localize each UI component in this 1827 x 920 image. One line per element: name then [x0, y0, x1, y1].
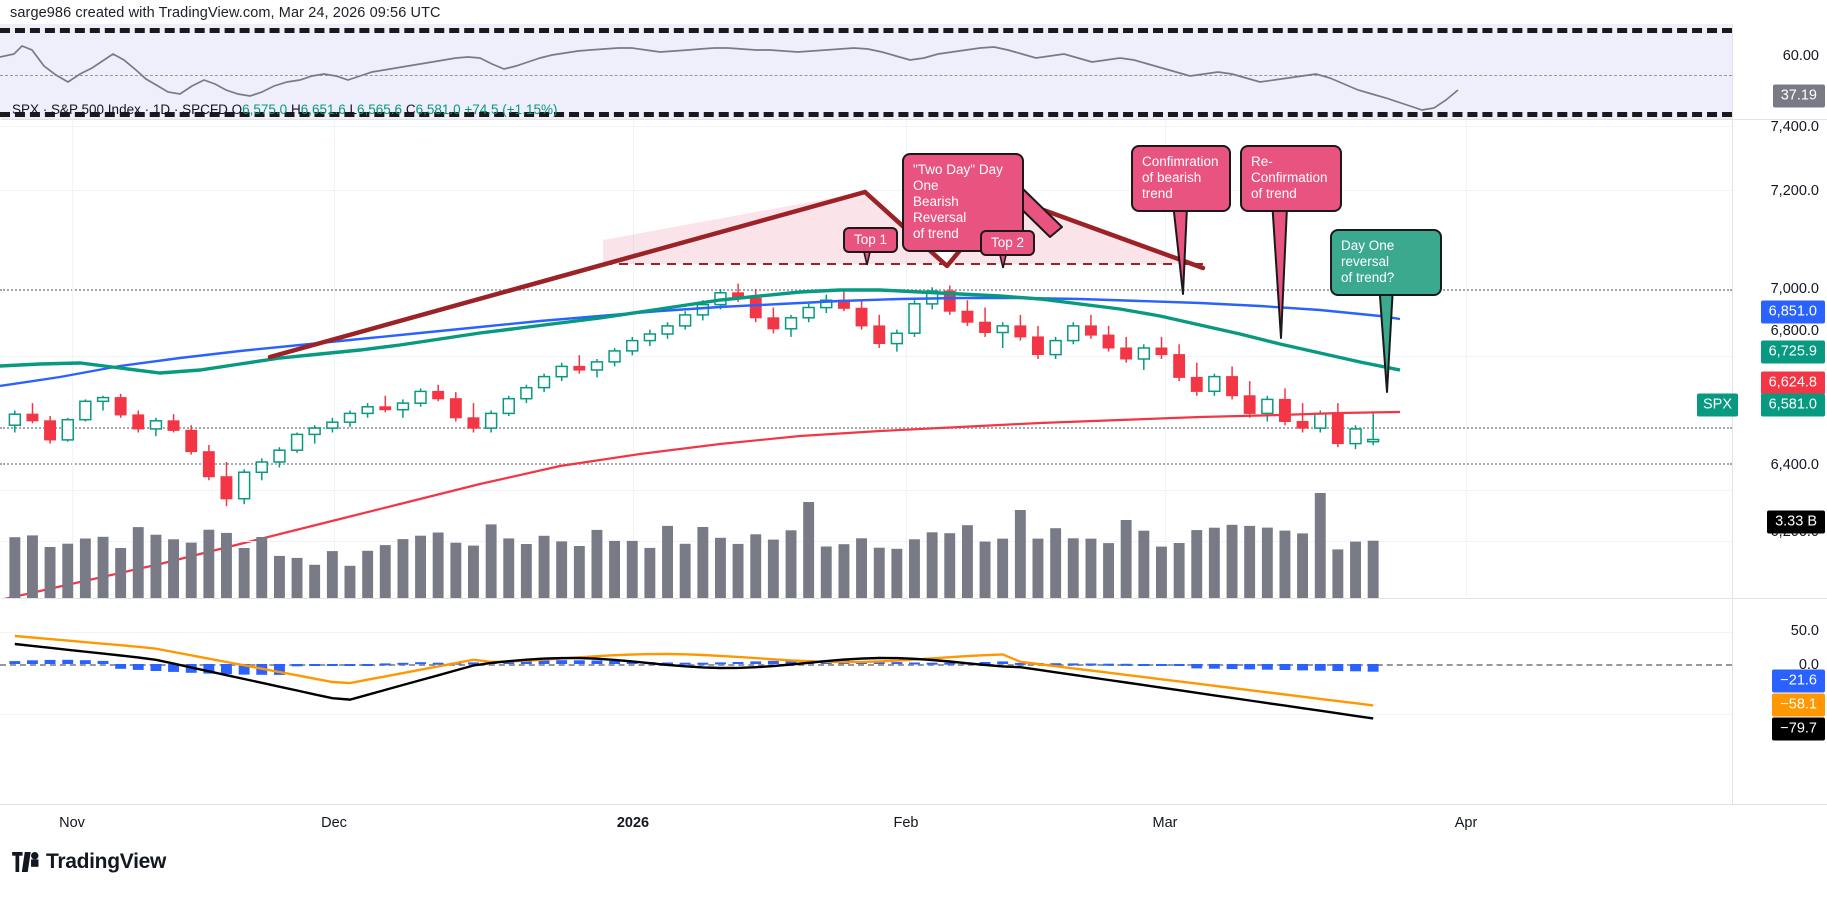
- chart-legend[interactable]: SPX · S&P 500 Index · 1D · SPCFD O6,575.…: [12, 102, 557, 117]
- legend-symbol[interactable]: SPX · S&P 500 Index · 1D · SPCFD: [12, 102, 228, 117]
- rsi-lower-dashed-boundary: [0, 112, 1732, 117]
- macd-tick-0: 0.0: [1798, 657, 1819, 673]
- macd-pane[interactable]: [0, 599, 1732, 729]
- time-tick-nov: Nov: [59, 815, 85, 831]
- rsi-pane[interactable]: [0, 24, 1732, 119]
- legend-low-label: L: [349, 102, 358, 117]
- volume-pane[interactable]: [0, 479, 1732, 598]
- price-tick-7400: 7,400.0: [1770, 119, 1819, 135]
- rsi-value-badge[interactable]: 37.19: [1772, 84, 1825, 108]
- legend-open-value: 6,575.0: [242, 102, 288, 117]
- time-tick-feb: Feb: [893, 815, 919, 831]
- rsi-upper-dashed-boundary: [0, 28, 1732, 33]
- footer-logo[interactable]: TradingView: [12, 850, 166, 874]
- time-tick-2026: 2026: [616, 815, 650, 831]
- volume-value-badge[interactable]: 3.33 B: [1767, 510, 1825, 534]
- pane-separator: [1, 598, 1827, 599]
- macd-series: [9, 634, 1379, 720]
- ma-red-value-badge[interactable]: 6,624.8: [1760, 371, 1825, 395]
- macd-signal-value-badge[interactable]: −58.1: [1772, 693, 1825, 717]
- annotation-day-one-reversal[interactable]: Day One reversal of trend?: [1330, 229, 1442, 296]
- time-axis[interactable]: Nov Dec 2026 Feb Mar Apr: [0, 804, 1827, 844]
- legend-high-label: H: [290, 102, 301, 117]
- legend-close-value: 6,581.0: [415, 102, 461, 117]
- rsi-line: [0, 45, 1459, 111]
- annotation-reconfirmation[interactable]: Re-Confirmation of trend: [1240, 145, 1342, 212]
- volume-series: [9, 493, 1379, 598]
- legend-change: +74.5 (+1.15%): [464, 102, 558, 117]
- macd-histogram-value-badge[interactable]: −21.6: [1772, 669, 1825, 693]
- gridline-v: [1466, 120, 1467, 598]
- time-tick-apr: Apr: [1454, 815, 1478, 831]
- last-price-badge[interactable]: 6,581.0: [1760, 393, 1825, 417]
- chart-frame: 60.00 37.19 7,400.0 7,200.0 7,000.0 6,80…: [0, 24, 1827, 804]
- gridline: [0, 632, 1732, 633]
- price-axis[interactable]: 60.00 37.19 7,400.0 7,200.0 7,000.0 6,80…: [1, 24, 1827, 804]
- price-tick-7200: 7,200.0: [1770, 183, 1819, 199]
- tradingview-wordmark: TradingView: [46, 850, 167, 873]
- plot-area[interactable]: [0, 24, 1732, 804]
- rsi-midline: [0, 75, 1732, 76]
- time-tick-mar: Mar: [1152, 815, 1178, 831]
- last-price-symbol-chip: SPX: [1697, 393, 1739, 417]
- macd-tick-50: 50.0: [1790, 623, 1819, 639]
- legend-open-label: O: [231, 102, 243, 117]
- time-tick-dec: Dec: [321, 815, 347, 831]
- gridline: [0, 126, 1732, 127]
- gridline: [0, 714, 1732, 715]
- tag-top-1[interactable]: Top 1: [843, 227, 899, 253]
- ma-teal-value-badge[interactable]: 6,725.9: [1760, 340, 1825, 364]
- legend-high-value: 6,651.6: [300, 102, 346, 117]
- rsi-tick-60: 60.00: [1782, 48, 1819, 64]
- annotation-confirmation[interactable]: Confimration of bearish trend: [1131, 145, 1231, 212]
- price-tick-6400: 6,400.0: [1770, 457, 1819, 473]
- macd-zero-line: [0, 664, 1732, 666]
- price-tick-7000: 7,000.0: [1770, 281, 1819, 297]
- price-tick-6800: 6,800.0: [1770, 323, 1819, 339]
- macd-line-value-badge[interactable]: −79.7: [1772, 717, 1825, 741]
- ma-blue-value-badge[interactable]: 6,851.0: [1760, 300, 1825, 324]
- legend-low-value: 6,565.6: [357, 102, 403, 117]
- pane-separator: [1, 119, 1827, 120]
- tradingview-logo-icon: [12, 852, 39, 872]
- attribution-text: sarge986 created with TradingView.com, M…: [10, 5, 441, 21]
- tag-top-2[interactable]: Top 2: [980, 230, 1036, 256]
- legend-close-label: C: [405, 102, 416, 117]
